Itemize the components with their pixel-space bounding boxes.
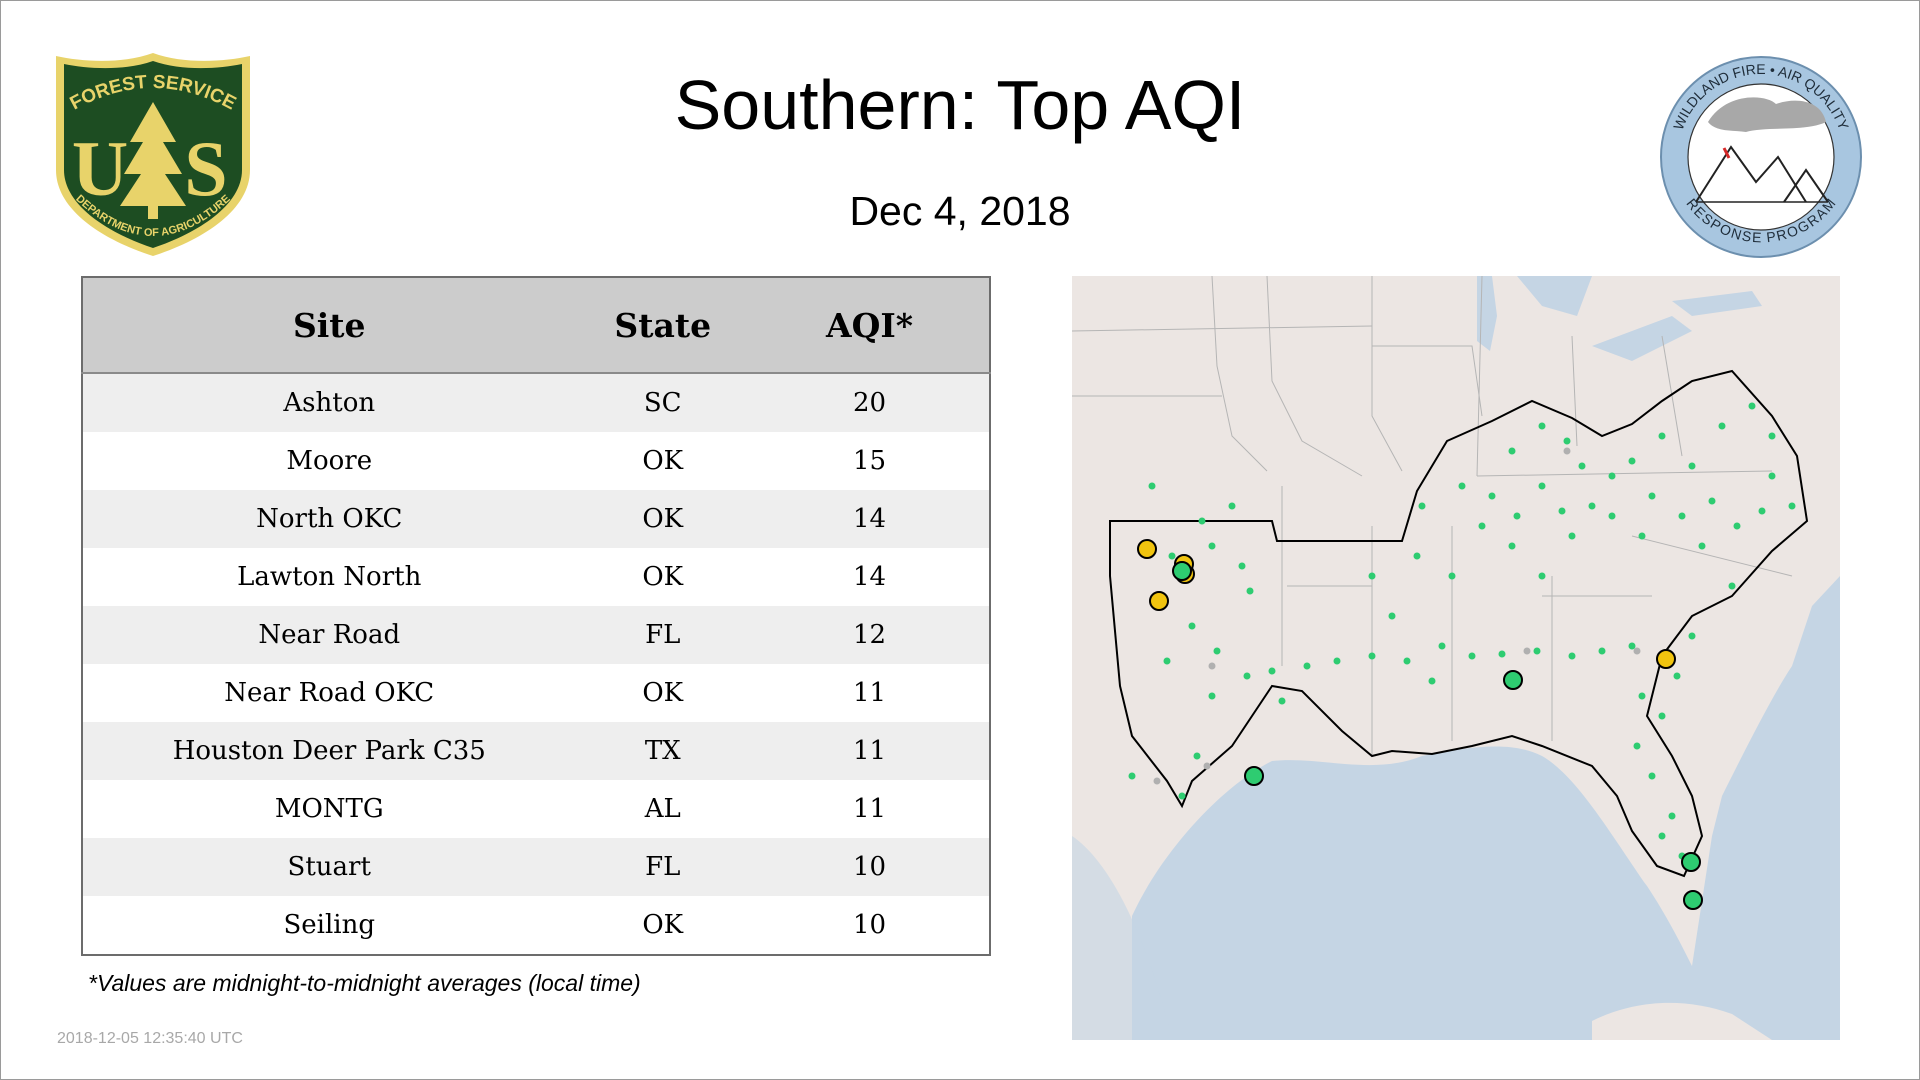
table-row: MONTG AL 11 <box>82 780 990 838</box>
cell-aqi: 12 <box>749 606 990 664</box>
good-aqi-monitors <box>1128 402 1796 860</box>
lake-huron <box>1517 276 1592 316</box>
lake-erie <box>1592 316 1692 361</box>
cell-site: Seiling <box>82 896 576 955</box>
cell-aqi: 11 <box>749 722 990 780</box>
report-date: Dec 4, 2018 <box>849 188 1071 234</box>
table-header-row: Site State AQI* <box>82 277 990 374</box>
cuba-landmass <box>1592 1002 1772 1040</box>
ashton-marker <box>1656 649 1676 669</box>
cell-state: SC <box>575 373 750 432</box>
cell-state: OK <box>575 896 750 955</box>
column-header-site: Site <box>82 277 576 374</box>
table-row: Lawton North OK 14 <box>82 548 990 606</box>
montg-marker <box>1503 670 1523 690</box>
top-sites <box>1137 539 1703 910</box>
cell-aqi: 10 <box>749 838 990 896</box>
table-row: Ashton SC 20 <box>82 373 990 432</box>
table-row: Near Road OKC OK 11 <box>82 664 990 722</box>
cell-site: Houston Deer Park C35 <box>82 722 576 780</box>
cell-state: OK <box>575 490 750 548</box>
footnote: *Values are midnight-to-midnight average… <box>88 970 641 996</box>
gulf-and-atlantic-water <box>1132 576 1840 1040</box>
cell-state: FL <box>575 606 750 664</box>
table-row: Houston Deer Park C35 TX 11 <box>82 722 990 780</box>
table-row: Moore OK 15 <box>82 432 990 490</box>
cell-aqi: 14 <box>749 490 990 548</box>
cell-site: Near Road <box>82 606 576 664</box>
cell-aqi: 10 <box>749 896 990 955</box>
page-title: Southern: Top AQI <box>674 66 1246 144</box>
south-water <box>1072 836 1172 1040</box>
table-row: Seiling OK 10 <box>82 896 990 955</box>
cell-site: North OKC <box>82 490 576 548</box>
top-aqi-table: Site State AQI* Ashton SC 20 Moore OK 15 Nor… <box>81 276 991 956</box>
cell-aqi: 11 <box>749 664 990 722</box>
cell-state: OK <box>575 548 750 606</box>
houston-deer-park-marker <box>1244 766 1264 786</box>
column-header-aqi: AQI* <box>749 277 990 374</box>
aqi-monitor-map <box>1072 276 1840 1040</box>
wfaqrp-logo: WILDLAND FIRE • AIR QUALITY RESPONSE PRO… <box>1660 56 1862 258</box>
cell-state: TX <box>575 722 750 780</box>
cell-site: Near Road OKC <box>82 664 576 722</box>
lawton-north-marker <box>1149 591 1169 611</box>
table-row: Near Road FL 12 <box>82 606 990 664</box>
near-road-fl-marker <box>1683 890 1703 910</box>
forest-service-logo: FOREST SERVICE U S DEPARTMENT OF AGRICUL… <box>56 53 250 256</box>
table-row: North OKC OK 14 <box>82 490 990 548</box>
cell-state: OK <box>575 432 750 490</box>
cell-site: Stuart <box>82 838 576 896</box>
southern-region-outline <box>1109 369 1809 878</box>
cell-site: Moore <box>82 432 576 490</box>
svg-text:S: S <box>184 125 227 212</box>
cell-aqi: 20 <box>749 373 990 432</box>
generated-timestamp: 2018-12-05 12:35:40 UTC <box>57 1030 243 1047</box>
cell-aqi: 15 <box>749 432 990 490</box>
cell-state: FL <box>575 838 750 896</box>
lake-ontario <box>1672 291 1762 316</box>
cell-site: Lawton North <box>82 548 576 606</box>
cell-aqi: 11 <box>749 780 990 838</box>
cell-state: AL <box>575 780 750 838</box>
column-header-state: State <box>575 277 750 374</box>
cell-state: OK <box>575 664 750 722</box>
stuart-marker <box>1681 852 1701 872</box>
seiling-marker <box>1137 539 1157 559</box>
svg-text:U: U <box>72 125 128 212</box>
cell-aqi: 14 <box>749 548 990 606</box>
pine-tree-icon <box>120 102 186 219</box>
cell-site: Ashton <box>82 373 576 432</box>
cell-site: MONTG <box>82 780 576 838</box>
near-road-okc-marker <box>1172 561 1192 581</box>
no-data-monitors <box>1153 447 1641 785</box>
state-borders <box>1072 276 1793 756</box>
table-row: Stuart FL 10 <box>82 838 990 896</box>
